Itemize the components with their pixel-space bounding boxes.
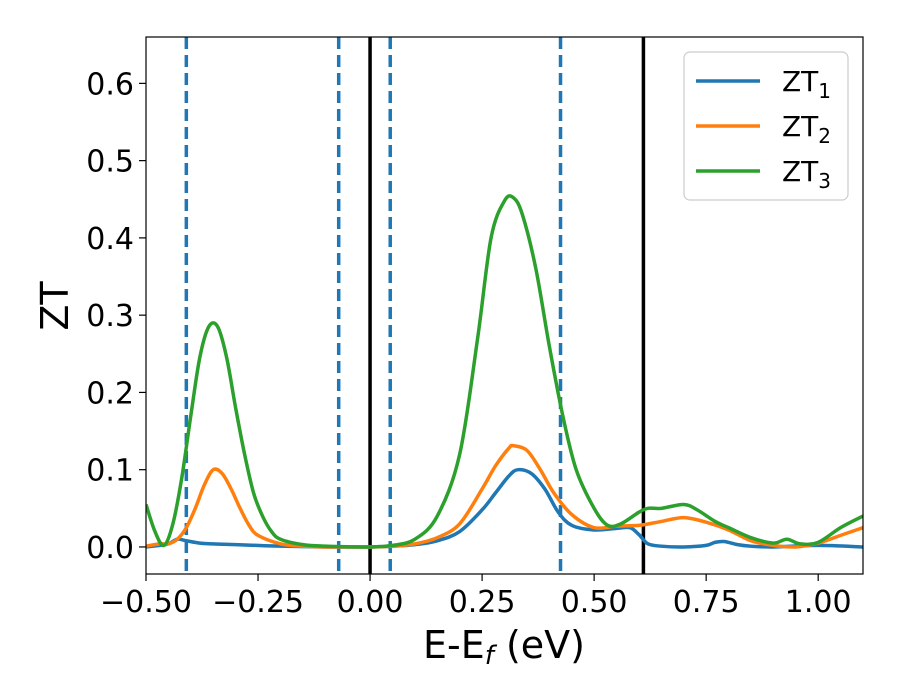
legend-label-zt2: ZT2: [782, 110, 831, 148]
x-axis-label: E-Ef (eV): [423, 623, 585, 671]
y-axis: 0.0 0.1 0.2 0.3 0.4 0.5 0.6: [86, 67, 146, 566]
y-axis-label: ZT: [33, 281, 77, 331]
plot-frame: [145, 36, 864, 575]
legend-label-zt1: ZT1: [782, 65, 831, 103]
series-line-zt1: [146, 467, 863, 549]
x-axis: −0.50 −0.25 0.00 0.25 0.50 0.75 1.00: [100, 574, 852, 620]
y-tick-label: 0.4: [86, 222, 134, 257]
series-line-zt3: [146, 194, 863, 549]
x-tick-label: −0.25: [212, 585, 304, 620]
y-tick-label: 0.0: [86, 531, 134, 566]
series-line-zt2: [146, 443, 863, 549]
y-tick-label: 0.6: [86, 67, 134, 102]
legend-label-zt3: ZT3: [782, 155, 831, 193]
y-tick-label: 0.2: [86, 376, 134, 411]
x-tick-label: 0.00: [337, 585, 404, 620]
series-lines: [146, 194, 863, 549]
x-tick-label: 0.75: [673, 585, 740, 620]
x-tick-label: −0.50: [100, 585, 192, 620]
x-tick-label: 0.25: [449, 585, 516, 620]
y-tick-label: 0.3: [86, 299, 134, 334]
reference-lines: [184, 37, 646, 574]
y-tick-label: 0.1: [86, 454, 134, 489]
y-tick-label: 0.5: [86, 145, 134, 180]
x-tick-label: 0.50: [561, 585, 628, 620]
legend: ZT1 ZT2 ZT3: [683, 51, 849, 201]
legend-box: [683, 51, 849, 201]
x-tick-label: 1.00: [785, 585, 852, 620]
